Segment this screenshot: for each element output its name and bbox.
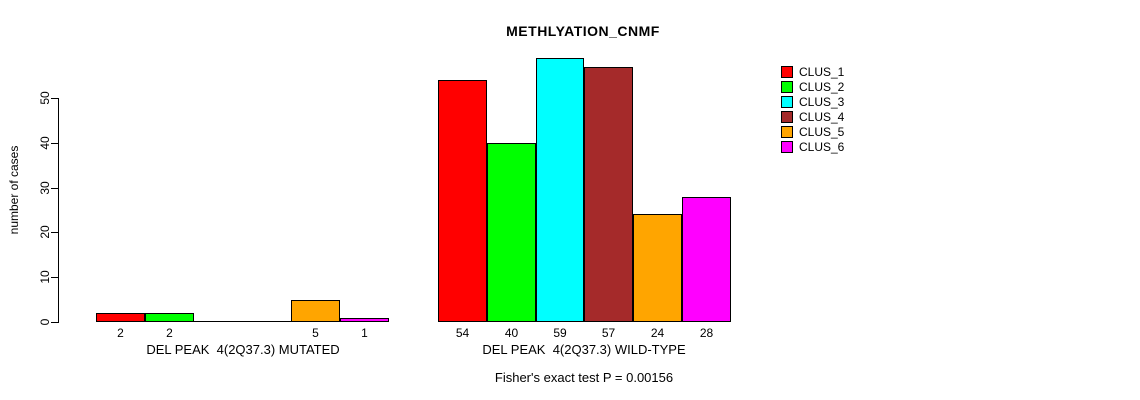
legend-item-clus_1: CLUS_1 [781,64,844,79]
bar-clus_2 [487,143,536,322]
legend-label: CLUS_2 [799,79,845,94]
legend-item-clus_2: CLUS_2 [781,79,844,94]
y-tick-label: 20 [38,225,52,239]
legend-item-clus_4: CLUS_4 [781,109,844,124]
legend-label: CLUS_4 [799,109,845,124]
legend-label: CLUS_1 [799,64,845,79]
bar-clus_2 [145,313,194,322]
chart-title: METHLYATION_CNMF [506,23,660,39]
bar-value-label: 2 [117,326,124,340]
bar-value-label: 2 [166,326,173,340]
legend-swatch-clus_6 [781,140,793,153]
y-tick-mark [51,322,58,323]
y-tick-mark [51,232,58,233]
bar-zero-clus_3 [194,321,243,322]
y-tick-label: 40 [38,136,52,150]
y-tick-mark [51,277,58,278]
legend-swatch-clus_5 [781,125,793,138]
legend-item-clus_5: CLUS_5 [781,124,844,139]
y-tick-label: 50 [38,91,52,105]
bar-value-label: 1 [361,326,368,340]
bar-value-label: 5 [312,326,319,340]
bar-value-label: 59 [553,326,567,340]
legend-item-clus_3: CLUS_3 [781,94,844,109]
bar-value-label: 57 [601,326,616,340]
bar-clus_5 [291,300,340,322]
y-tick-mark [51,143,58,144]
legend-label: CLUS_6 [799,139,845,154]
legend-label: CLUS_3 [799,94,845,109]
legend-swatch-clus_3 [781,95,793,108]
group-label-mutated: DEL PEAK 4(2Q37.3) MUTATED [146,342,340,357]
bar-clus_1 [438,80,487,322]
legend-label: CLUS_5 [799,124,845,139]
bar-clus_3 [536,58,584,322]
legend-item-clus_6: CLUS_6 [781,139,844,154]
y-tick-mark [51,188,58,189]
y-tick-label: 0 [38,318,52,326]
legend-swatch-clus_4 [781,110,793,123]
fisher-test-annotation: Fisher's exact test P = 0.00156 [494,370,674,385]
y-axis-line [58,98,59,323]
legend-swatch-clus_2 [781,80,793,93]
bar-value-label: 40 [504,326,519,340]
bar-clus_6 [340,318,389,322]
bar-zero-clus_4 [242,321,292,322]
y-tick-label: 30 [38,181,52,195]
group-label-wild-type: DEL PEAK 4(2Q37.3) WILD-TYPE [482,342,686,357]
legend: CLUS_1 CLUS_2 CLUS_3 CLUS_4 CLUS_5 CLUS_6 [781,64,844,154]
y-tick-mark [51,98,58,99]
bar-value-label: 28 [699,326,714,340]
bar-value-label: 54 [455,326,470,340]
bar-clus_5 [633,214,682,322]
y-tick-label: 10 [38,270,52,284]
bar-clus_1 [96,313,145,322]
legend-swatch-clus_1 [781,65,793,78]
bar-value-label: 24 [650,326,665,340]
y-axis-label: number of cases [7,145,21,235]
bar-clus_4 [584,67,633,322]
bar-clus_6 [682,197,731,322]
